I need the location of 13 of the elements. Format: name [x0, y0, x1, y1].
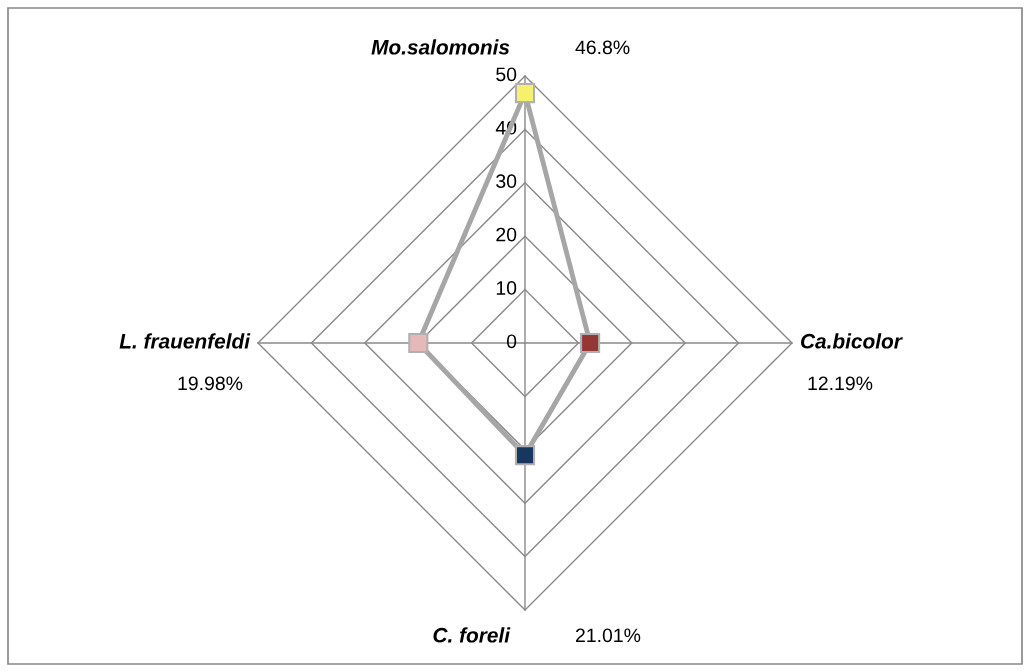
- text: 12.19%: [808, 376, 873, 391]
- text: 19.98%: [178, 376, 243, 391]
- spoke-label: Mo.salomonis: [371, 39, 510, 55]
- y-tick-label: 0: [506, 334, 517, 349]
- spoke-label: Ca.bicolor: [801, 333, 903, 349]
- spoke-label: L. frauenfeldi: [119, 333, 251, 349]
- y-tick-label: 30: [496, 174, 517, 189]
- y-tick-label: 50: [496, 67, 517, 82]
- text: 46.8%: [575, 40, 630, 55]
- y-tick-label: 10: [496, 281, 517, 295]
- y-tick-label: 20: [496, 227, 517, 242]
- text: 21.01%: [575, 628, 641, 643]
- spoke-label: C. foreli: [433, 627, 511, 643]
